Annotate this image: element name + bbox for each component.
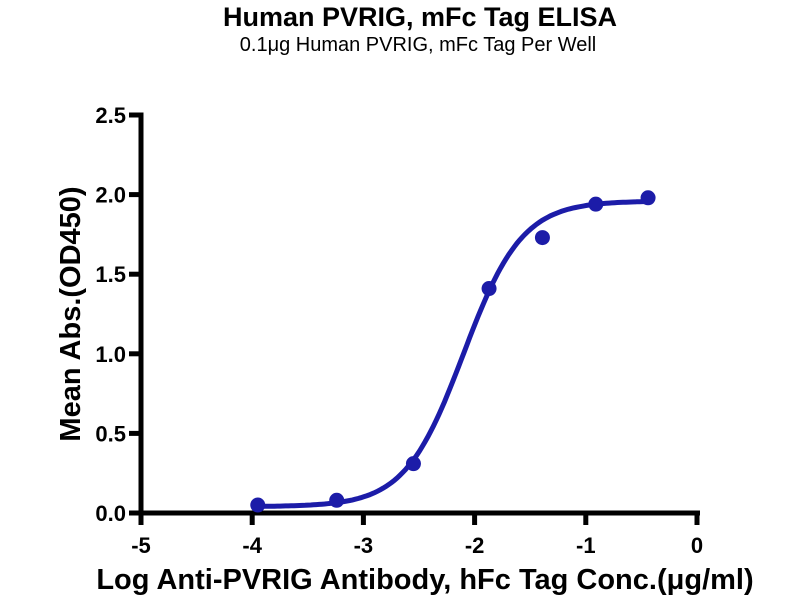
x-tick-label: -3: [354, 533, 374, 558]
y-tick-label: 0.5: [95, 421, 126, 446]
chart-subtitle: 0.1μg Human PVRIG, mFc Tag Per Well: [240, 34, 596, 56]
x-axis-label: Log Anti-PVRIG Antibody, hFc Tag Conc.(μ…: [96, 564, 753, 596]
y-tick-label: 0.0: [95, 501, 126, 526]
y-axis-label: Mean Abs.(OD450): [55, 186, 87, 441]
y-tick-label: 1.0: [95, 342, 126, 367]
data-point: [640, 190, 656, 206]
x-tick-label: -4: [242, 533, 262, 558]
plot-area: -5 -4 -3 -2 -1 0 0.0 0.5 1.0 1.5 2.0 2.5: [95, 103, 703, 558]
x-tick-label: 0: [691, 533, 703, 558]
data-point: [250, 497, 266, 513]
data-point: [481, 281, 497, 297]
data-point: [534, 230, 550, 246]
x-tick-label: -2: [465, 533, 485, 558]
data-point: [329, 492, 345, 508]
y-tick-label: 1.5: [95, 262, 126, 287]
chart-title: Human PVRIG, mFc Tag ELISA: [223, 2, 617, 32]
y-tick-label: 2.0: [95, 183, 126, 208]
fit-curve: [255, 199, 651, 509]
data-point: [588, 196, 604, 212]
data-point: [405, 456, 421, 472]
x-tick-label: -1: [576, 533, 596, 558]
x-tick-label: -5: [131, 533, 151, 558]
y-tick-label: 2.5: [95, 103, 126, 128]
